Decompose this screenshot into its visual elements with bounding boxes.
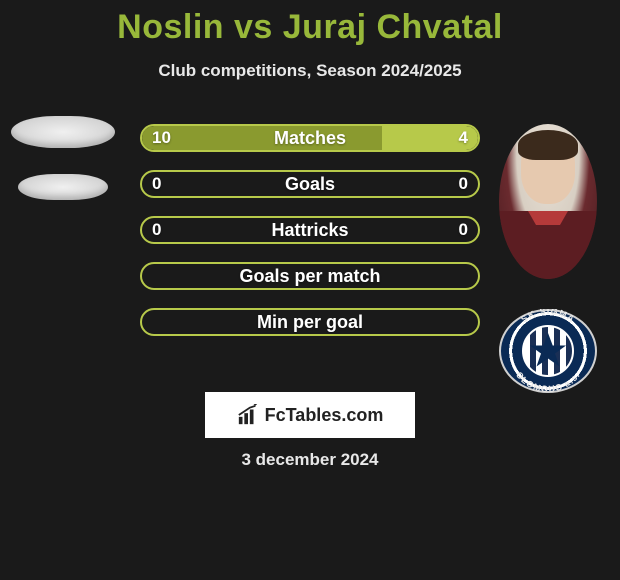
stat-bar: Matches10 4 (140, 124, 480, 152)
svg-text:OLOMOUC a.s.: OLOMOUC a.s. (514, 370, 582, 393)
stat-bar-value-left: 0 (152, 172, 161, 196)
stat-bar: Goals0 0 (140, 170, 480, 198)
stat-bar-label: Min per goal (142, 310, 478, 334)
stat-bar: Min per goal (140, 308, 480, 336)
stat-bar-value-left: 0 (152, 218, 161, 242)
club-ring-text: SK SIGMA OLOMOUC a.s. (499, 309, 597, 393)
page-title: Noslin vs Juraj Chvatal (0, 0, 620, 47)
stat-bar-label: Goals per match (142, 264, 478, 288)
player2-column: SK SIGMA OLOMOUC a.s. (498, 124, 598, 393)
stat-bar-value-left: 10 (152, 126, 171, 150)
stat-bar-value-right: 0 (459, 218, 468, 242)
chart-icon (237, 404, 259, 426)
player1-column (8, 116, 118, 200)
stat-bar-value-right: 0 (459, 172, 468, 196)
stat-bar: Hattricks0 0 (140, 216, 480, 244)
stat-bar-label: Goals (142, 172, 478, 196)
player1-photo-placeholder (11, 116, 115, 148)
generation-date: 3 december 2024 (241, 450, 378, 470)
player2-photo (499, 124, 597, 279)
stat-bar-label: Hattricks (142, 218, 478, 242)
page-subtitle: Club competitions, Season 2024/2025 (0, 61, 620, 81)
player2-club-logo: SK SIGMA OLOMOUC a.s. (499, 309, 597, 393)
stat-bar: Goals per match (140, 262, 480, 290)
stat-bar-label: Matches (142, 126, 478, 150)
comparison-bars: Matches104Goals00Hattricks00Goals per ma… (140, 124, 480, 336)
brand-text: FcTables.com (265, 405, 384, 426)
brand-box: FcTables.com (205, 392, 415, 438)
player1-club-placeholder (18, 174, 108, 200)
stat-bar-value-right: 4 (459, 126, 468, 150)
svg-text:SK SIGMA: SK SIGMA (519, 309, 577, 324)
